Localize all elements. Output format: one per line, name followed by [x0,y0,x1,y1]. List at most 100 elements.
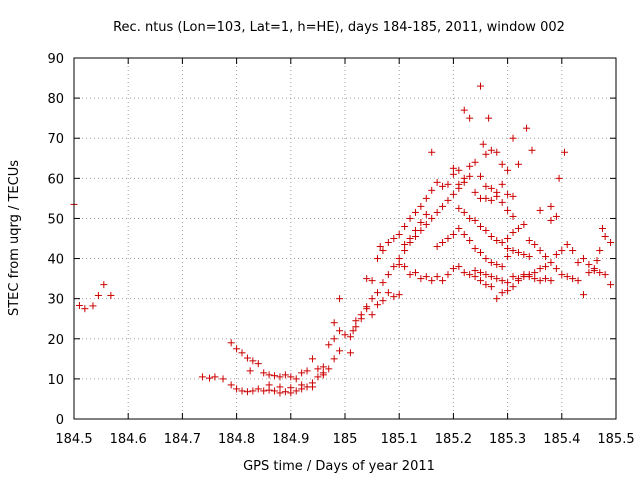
data-point [455,166,463,174]
data-point [401,247,409,255]
data-point [428,186,436,194]
data-point [390,235,398,242]
data-point [460,269,468,277]
data-point [206,374,213,382]
x-tick-label: 184.8 [218,432,255,447]
data-point [585,269,593,277]
data-point [298,381,306,389]
data-point [406,235,414,242]
data-point [292,375,300,383]
y-tick-label: 80 [47,92,64,107]
data-point [598,224,606,232]
data-point [308,383,316,391]
data-point [75,301,83,309]
data-point [493,261,501,269]
data-point [449,190,457,198]
data-point [406,214,414,222]
data-point [471,245,479,253]
data-point [466,214,474,222]
data-point [455,204,463,212]
data-point [558,271,566,279]
data-point [233,385,241,393]
data-point [439,239,447,247]
data-point [238,349,246,357]
data-point [376,243,384,251]
data-point [455,263,463,271]
data-point [89,302,97,310]
data-point [466,114,474,122]
data-point [552,265,560,273]
data-point [477,82,484,90]
data-point [531,241,539,249]
data-point [308,355,316,363]
data-point [254,385,262,393]
data-point [479,140,487,148]
data-point [352,323,360,331]
data-point [243,354,251,362]
data-point [531,275,539,283]
data-point [422,194,430,202]
data-point [254,360,262,368]
data-point [81,305,89,313]
data-point [238,387,246,395]
data-point [346,333,354,341]
data-point [219,375,227,383]
data-point [520,220,528,228]
data-point [265,381,273,389]
data-point [325,365,333,373]
data-point [336,327,344,335]
data-point [433,243,441,251]
data-point [357,315,365,323]
y-tick-label: 90 [47,52,64,67]
data-point [493,148,501,156]
data-point [482,194,490,202]
y-tick-label: 20 [47,333,64,348]
data-point [487,196,495,204]
data-point [471,158,479,166]
data-point [341,331,349,339]
data-point [596,247,604,255]
data-point [319,363,327,371]
data-point [428,214,436,222]
data-point [509,283,517,291]
data-point [514,224,522,232]
data-point [574,259,582,267]
data-point [482,182,490,190]
data-points [70,82,615,397]
data-point [607,281,615,289]
data-point [482,226,490,234]
data-point [509,247,517,255]
data-point [417,202,425,210]
data-point [536,265,544,273]
data-point [504,166,512,174]
data-point [509,134,517,142]
data-point [368,295,376,303]
x-tick-label: 185.2 [435,432,472,447]
data-point [466,237,474,245]
data-point [287,373,295,381]
y-axis-label: STEC from uqrg / TECUs [7,160,22,316]
data-point [471,267,479,275]
data-point [509,192,517,200]
data-point [363,305,371,313]
data-point [411,269,419,277]
x-tick-label: 185.5 [597,432,634,447]
data-point [579,291,587,299]
data-point [552,251,560,259]
data-point [428,277,436,285]
data-point [374,301,382,309]
data-point [330,355,338,363]
data-point [504,287,512,295]
data-point [482,255,490,263]
y-tick-label: 40 [47,253,64,268]
data-point [349,327,357,335]
data-point [406,271,414,279]
data-point [401,241,409,249]
data-point [449,265,457,273]
data-point [433,273,441,281]
data-point [449,164,457,172]
y-tick-label: 70 [47,132,64,147]
data-point [547,259,555,267]
data-point [455,180,463,188]
data-point [444,180,452,188]
